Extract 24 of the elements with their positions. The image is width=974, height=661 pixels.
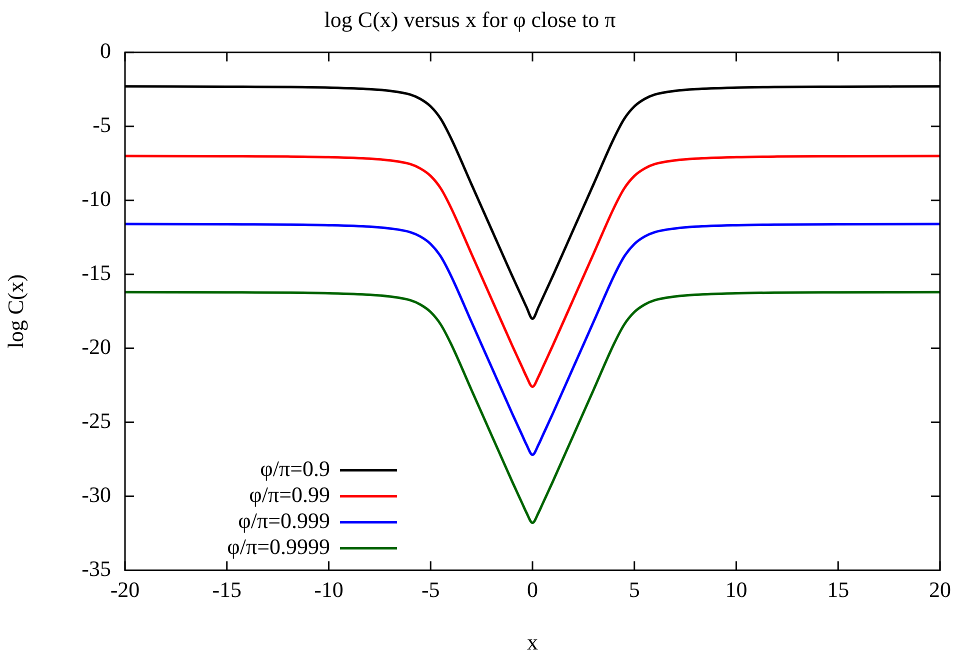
x-tick-label: 5 [628,577,640,602]
y-tick-label: -20 [82,334,111,360]
legend-label: φ/π=0.9 [260,456,330,481]
x-tick-label: 15 [827,577,850,602]
y-tick-label: -25 [82,408,111,434]
y-axis-title: log C(x) [2,274,28,348]
x-tick-label: 0 [527,577,538,602]
x-tick-label: -10 [314,577,344,602]
y-tick-label: -15 [82,260,111,286]
legend-label: φ/π=0.999 [238,508,330,533]
y-tick-label: -35 [82,556,111,581]
x-tick-label: 10 [725,577,748,602]
x-axis-title: x [527,630,538,655]
x-tick-label: 20 [929,577,951,602]
x-tick-label: -15 [212,577,242,602]
y-tick-label: -10 [82,186,111,212]
legend-label: φ/π=0.99 [249,482,330,507]
y-tick-label: -5 [92,112,111,138]
y-tick-label: -30 [82,482,111,508]
x-tick-label: -5 [421,577,440,602]
legend-label: φ/π=0.9999 [227,534,330,559]
chart-title: log C(x) versus x for φ close to π [324,6,616,32]
y-tick-label: 0 [100,38,111,64]
x-tick-label: -20 [110,577,140,602]
